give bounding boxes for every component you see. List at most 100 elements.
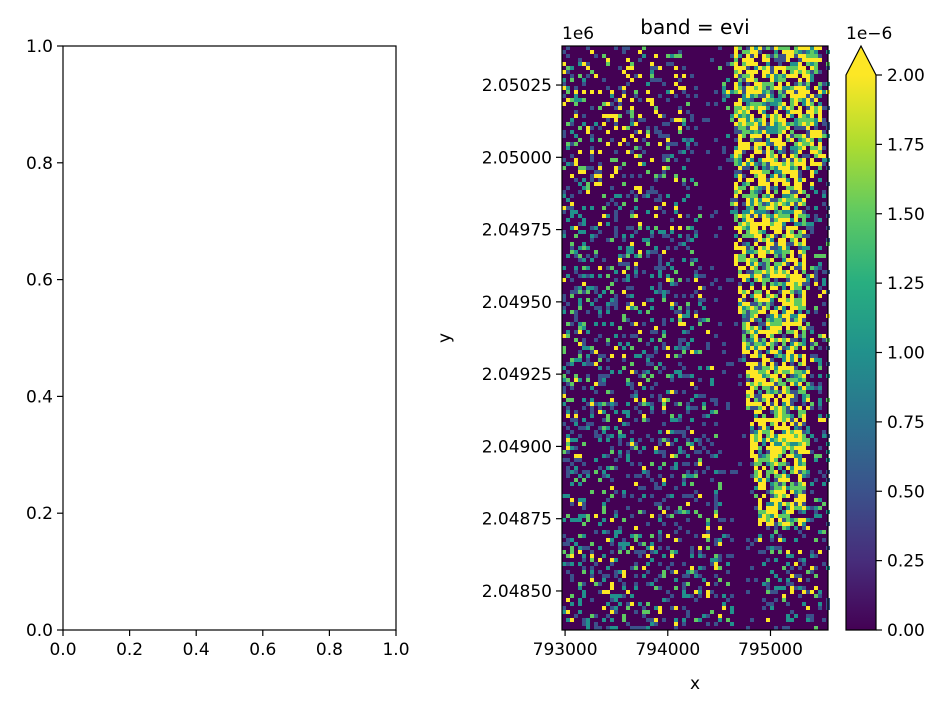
heatmap-cell	[754, 378, 758, 382]
heatmap-cell	[566, 334, 570, 338]
heatmap-cell	[594, 122, 598, 126]
heatmap-cell	[706, 366, 710, 370]
colorbar-tick-label: 1.75	[887, 135, 925, 155]
heatmap-cell	[766, 382, 770, 386]
heatmap-cell	[774, 470, 778, 474]
heatmap-cell	[790, 190, 794, 194]
heatmap-cell	[602, 374, 606, 378]
heatmap-cell	[742, 114, 746, 118]
heatmap-cell	[770, 462, 774, 466]
heatmap-cell	[594, 430, 598, 434]
heatmap-cell	[670, 606, 674, 610]
heatmap-cell	[814, 162, 818, 166]
heatmap-cell	[614, 218, 618, 222]
heatmap-cell	[782, 298, 786, 302]
heatmap-cell	[818, 90, 822, 94]
heatmap-cell	[570, 78, 574, 82]
heatmap-cell	[670, 430, 674, 434]
heatmap-cell	[782, 342, 786, 346]
heatmap-cell	[590, 362, 594, 366]
heatmap-cell	[754, 126, 758, 130]
heatmap-cell	[774, 462, 778, 466]
heatmap-cell	[562, 458, 566, 462]
heatmap-cell	[770, 402, 774, 406]
heatmap-cell	[674, 626, 678, 630]
heatmap-cell	[698, 494, 702, 498]
heatmap-cell	[566, 370, 570, 374]
heatmap-cell	[690, 418, 694, 422]
heatmap-cell	[598, 266, 602, 270]
heatmap-cell	[646, 98, 650, 102]
heatmap-cell	[634, 574, 638, 578]
heatmap-cell	[778, 462, 782, 466]
heatmap-cell	[610, 114, 614, 118]
heatmap-cell	[738, 238, 742, 242]
heatmap-cell	[570, 482, 574, 486]
heatmap-cell	[674, 178, 678, 182]
heatmap-cell	[766, 358, 770, 362]
heatmap-cell	[658, 606, 662, 610]
heatmap-cell	[650, 462, 654, 466]
heatmap-cell	[818, 266, 822, 270]
heatmap-cell	[662, 482, 666, 486]
heatmap-cell	[810, 70, 814, 74]
heatmap-cell	[798, 54, 802, 58]
heatmap-cell	[746, 394, 750, 398]
heatmap-cell	[666, 278, 670, 282]
heatmap-cell	[818, 106, 822, 110]
heatmap-cell	[734, 198, 738, 202]
heatmap-cell	[786, 614, 790, 618]
heatmap-cell	[810, 162, 814, 166]
heatmap-cell	[654, 198, 658, 202]
heatmap-cell	[658, 362, 662, 366]
heatmap-cell	[790, 254, 794, 258]
heatmap-cell	[630, 210, 634, 214]
heatmap-cell	[674, 174, 678, 178]
heatmap-cell	[566, 186, 570, 190]
heatmap-cell	[662, 498, 666, 502]
heatmap-cell	[602, 410, 606, 414]
heatmap-cell	[614, 410, 618, 414]
heatmap-cell	[754, 314, 758, 318]
heatmap-cell	[790, 230, 794, 234]
heatmap-cell	[754, 382, 758, 386]
heatmap-cell	[706, 522, 710, 526]
heatmap-cell	[566, 438, 570, 442]
heatmap-cell	[694, 234, 698, 238]
heatmap-cell	[746, 374, 750, 378]
heatmap-cell	[574, 162, 578, 166]
heatmap-cell	[610, 138, 614, 142]
heatmap-cell	[746, 210, 750, 214]
heatmap-cell	[762, 338, 766, 342]
heatmap-cell	[670, 142, 674, 146]
heatmap-cell	[770, 338, 774, 342]
heatmap-cell	[738, 90, 742, 94]
heatmap-cell	[774, 282, 778, 286]
heatmap-cell	[574, 102, 578, 106]
heatmap-cell	[758, 182, 762, 186]
heatmap-cell	[706, 590, 710, 594]
heatmap-cell	[778, 450, 782, 454]
heatmap-cell	[774, 382, 778, 386]
heatmap-cell	[694, 182, 698, 186]
heatmap-cell	[674, 618, 678, 622]
heatmap-cell	[758, 422, 762, 426]
heatmap-cell	[702, 534, 706, 538]
heatmap-cell	[694, 274, 698, 278]
heatmap-cell	[810, 566, 814, 570]
heatmap-cell	[638, 374, 642, 378]
heatmap-cell	[726, 62, 730, 66]
heatmap-cell	[770, 522, 774, 526]
heatmap-cell	[754, 274, 758, 278]
heatmap-cell	[794, 450, 798, 454]
heatmap-cell	[678, 450, 682, 454]
heatmap-cell	[674, 118, 678, 122]
heatmap-cell	[794, 490, 798, 494]
heatmap-cell	[806, 74, 810, 78]
heatmap-cell	[578, 290, 582, 294]
heatmap-cell	[642, 542, 646, 546]
colorbar-ticks: 0.000.250.500.751.001.251.501.752.00	[876, 66, 925, 641]
heatmap-cell	[758, 254, 762, 258]
heatmap-cell	[630, 546, 634, 550]
heatmap-cell	[746, 58, 750, 62]
